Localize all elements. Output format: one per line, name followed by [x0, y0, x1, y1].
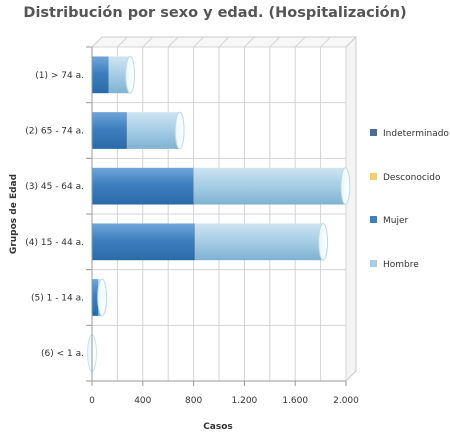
- x-gridline-depth: [218, 36, 230, 48]
- bar-segment: [92, 112, 127, 149]
- bar-end-cap: [125, 55, 136, 94]
- x-tick-label: 1.200: [232, 396, 258, 406]
- chart-title: Distribución por sexo y edad. (Hospitali…: [23, 5, 407, 21]
- bar-segment: [92, 223, 195, 261]
- y-tick-label: (3) 45 - 64 a.: [25, 182, 84, 192]
- y-tick-label: (1) > 74 a.: [35, 71, 84, 81]
- bar-end-cap: [318, 222, 329, 261]
- x-gridline-depth: [142, 36, 154, 48]
- x-gridline-depth: [91, 36, 103, 48]
- x-tick-label: 800: [185, 396, 202, 406]
- legend-label: Mujer: [383, 216, 409, 226]
- legend-swatch: [370, 129, 377, 136]
- bar-segment: [92, 167, 194, 205]
- bar-segment: [92, 56, 109, 94]
- bar-segment: [108, 56, 131, 94]
- x-tick-label: 1.600: [282, 396, 308, 406]
- bar-segment: [92, 279, 99, 316]
- x-gridline-depth: [244, 36, 255, 48]
- legend-label: Desconocido: [383, 173, 441, 183]
- y-tick-label: (4) 15 - 44 a.: [25, 238, 84, 248]
- bar-segment: [193, 167, 346, 205]
- y-tick-label: (5) 1 - 14 a.: [31, 294, 84, 304]
- plot-right-wall: [345, 35, 357, 383]
- x-axis-title: Casos: [203, 422, 233, 432]
- x-gridline-depth: [294, 36, 306, 48]
- legend-label: Indeterminado: [383, 129, 449, 139]
- bar-end-cap: [97, 278, 108, 317]
- x-tick-label: 400: [134, 396, 151, 406]
- x-gridline-depth: [345, 36, 357, 48]
- legend-swatch: [370, 173, 377, 180]
- y-tick-label: (6) < 1 a.: [41, 349, 84, 359]
- bar-segment: [126, 112, 180, 149]
- x-gridline-depth: [320, 36, 331, 48]
- x-tick-label: 2.000: [333, 396, 359, 406]
- bar-segment: [194, 223, 324, 261]
- legend-label: Hombre: [383, 260, 419, 270]
- legend-swatch: [370, 216, 377, 223]
- x-gridline-depth: [117, 36, 128, 48]
- x-tick-label: 0: [89, 396, 95, 406]
- legend-swatch: [370, 260, 377, 267]
- y-tick-label: (2) 65 - 74 a.: [25, 127, 84, 137]
- x-gridline-depth: [167, 36, 179, 48]
- x-gridline-depth: [193, 36, 204, 48]
- bar-end-cap: [340, 167, 351, 206]
- y-axis-title: Grupos de Edad: [9, 174, 19, 254]
- bar-end-cap: [174, 111, 185, 150]
- x-gridline-depth: [269, 36, 281, 48]
